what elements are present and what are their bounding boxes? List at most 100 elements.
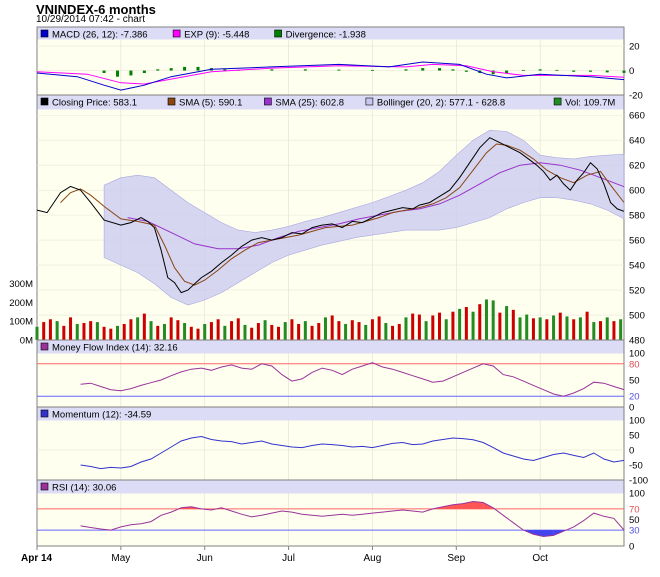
- volume-bar: [599, 321, 603, 340]
- macd-divergence-bar: [183, 66, 187, 71]
- volume-bar: [498, 312, 502, 340]
- volume-tick-label: 300M: [9, 279, 33, 290]
- volume-bar: [62, 325, 66, 340]
- macd-divergence-bar: [116, 70, 120, 77]
- price-y-tick-label: 660: [629, 111, 645, 122]
- rsi-legend-swatch-0: [40, 482, 49, 491]
- volume-bar: [397, 323, 401, 340]
- mfi-y-tick-label: 0: [629, 403, 634, 414]
- volume-bar: [471, 311, 475, 340]
- volume-bar: [330, 315, 334, 340]
- volume-bar: [102, 326, 106, 340]
- macd-divergence-bar: [142, 70, 146, 73]
- price-y-tick-label: 640: [629, 136, 645, 147]
- momentum-legend-swatch-0: [40, 409, 49, 418]
- volume-bar: [464, 307, 468, 340]
- volume-bar: [578, 317, 582, 340]
- volume-bar: [283, 322, 287, 340]
- volume-bar: [55, 321, 59, 340]
- mfi-y-tick-label: 50: [629, 376, 640, 387]
- volume-bar: [384, 323, 388, 340]
- volume-bar: [236, 318, 240, 340]
- volume-bar: [156, 325, 160, 340]
- volume-bar: [451, 311, 455, 340]
- volume-bar: [572, 319, 576, 340]
- volume-bar: [209, 322, 213, 340]
- rsi-oversold-fill: [543, 530, 554, 537]
- volume-bar: [263, 320, 267, 340]
- macd-divergence-bar: [572, 70, 576, 72]
- volume-tick-label: 0M: [20, 336, 33, 347]
- macd-divergence-bar: [622, 70, 626, 73]
- price-legend-swatch-4: [553, 97, 562, 106]
- macd-divergence-bar: [505, 70, 509, 73]
- volume-bar: [505, 306, 509, 340]
- volume-bar: [48, 319, 52, 340]
- price-y-tick-label: 480: [629, 336, 645, 347]
- volume-bar: [545, 319, 549, 340]
- volume-bar: [277, 326, 281, 340]
- momentum-legend-bar: [37, 407, 624, 421]
- macd-divergence-bar: [169, 68, 173, 71]
- volume-bar: [42, 322, 46, 340]
- x-axis-label-6: Oct: [532, 553, 548, 564]
- macd-divergence-bar: [303, 69, 307, 71]
- x-axis-label-2: Jun: [197, 553, 213, 564]
- price-legend-swatch-0: [40, 97, 49, 106]
- price-legend-label-0: Closing Price: 583.1: [52, 98, 137, 109]
- volume-bar: [75, 323, 79, 340]
- rsi-y-tick-label: 30: [629, 526, 640, 537]
- volume-bar: [162, 323, 166, 340]
- volume-bar: [619, 319, 623, 340]
- volume-bar: [417, 314, 421, 340]
- chart-link-label[interactable]: chart: [122, 14, 145, 25]
- macd-divergence-bar: [555, 69, 559, 71]
- volume-bar: [122, 323, 126, 340]
- macd-divergence-bar: [223, 69, 227, 71]
- price-y-tick-label: 600: [629, 186, 645, 197]
- volume-bar: [69, 317, 73, 340]
- volume-bar: [431, 315, 435, 340]
- volume-bar: [250, 327, 254, 340]
- volume-bar: [310, 325, 314, 340]
- macd-legend-label-1: EXP (9): -5.448: [184, 30, 249, 41]
- volume-bar: [230, 321, 234, 340]
- volume-bar: [183, 323, 187, 340]
- volume-bar: [538, 317, 542, 340]
- rsi-y-tick-label: 100: [629, 489, 645, 500]
- volume-bar: [216, 319, 220, 340]
- volume-tick-label: 200M: [9, 298, 33, 309]
- volume-bar: [95, 322, 99, 340]
- x-axis-label-4: Aug: [364, 553, 382, 564]
- volume-bar: [518, 317, 522, 340]
- price-legend-bar: [37, 95, 624, 110]
- price-legend-swatch-2: [264, 97, 272, 106]
- macd-divergence-bar: [438, 68, 442, 71]
- macd-divergence-bar: [337, 69, 341, 71]
- macd-divergence-bar: [464, 70, 468, 72]
- mfi-y-tick-label: 80: [629, 359, 640, 370]
- momentum-y-tick-label: 0: [629, 446, 634, 457]
- price-y-tick-label: 500: [629, 311, 645, 322]
- volume-bar: [444, 319, 448, 340]
- chart-title: VNINDEX-6 months: [36, 2, 156, 17]
- price-legend-label-4: Vol: 109.7M: [565, 98, 615, 109]
- volume-bar: [484, 299, 488, 340]
- price-legend-label-2: SMA (25): 602.8: [275, 98, 344, 109]
- macd-legend-swatch-0: [40, 29, 49, 38]
- momentum-line: [80, 435, 625, 470]
- mfi-y-tick-label: 20: [629, 392, 640, 403]
- price-y-tick-label: 560: [629, 236, 645, 247]
- volume-bar: [129, 319, 133, 340]
- mfi-y-tick-label: 100: [629, 349, 645, 360]
- volume-bar: [142, 313, 146, 340]
- rsi-legend-label-0: RSI (14): 30.06: [52, 483, 116, 494]
- rsi-y-tick-label: 50: [629, 515, 640, 526]
- macd-y-tick-label: -20: [629, 91, 643, 102]
- volume-bar: [525, 314, 529, 340]
- volume-bar: [438, 312, 442, 340]
- price-y-tick-label: 540: [629, 261, 645, 272]
- macd-divergence-bar: [421, 68, 425, 71]
